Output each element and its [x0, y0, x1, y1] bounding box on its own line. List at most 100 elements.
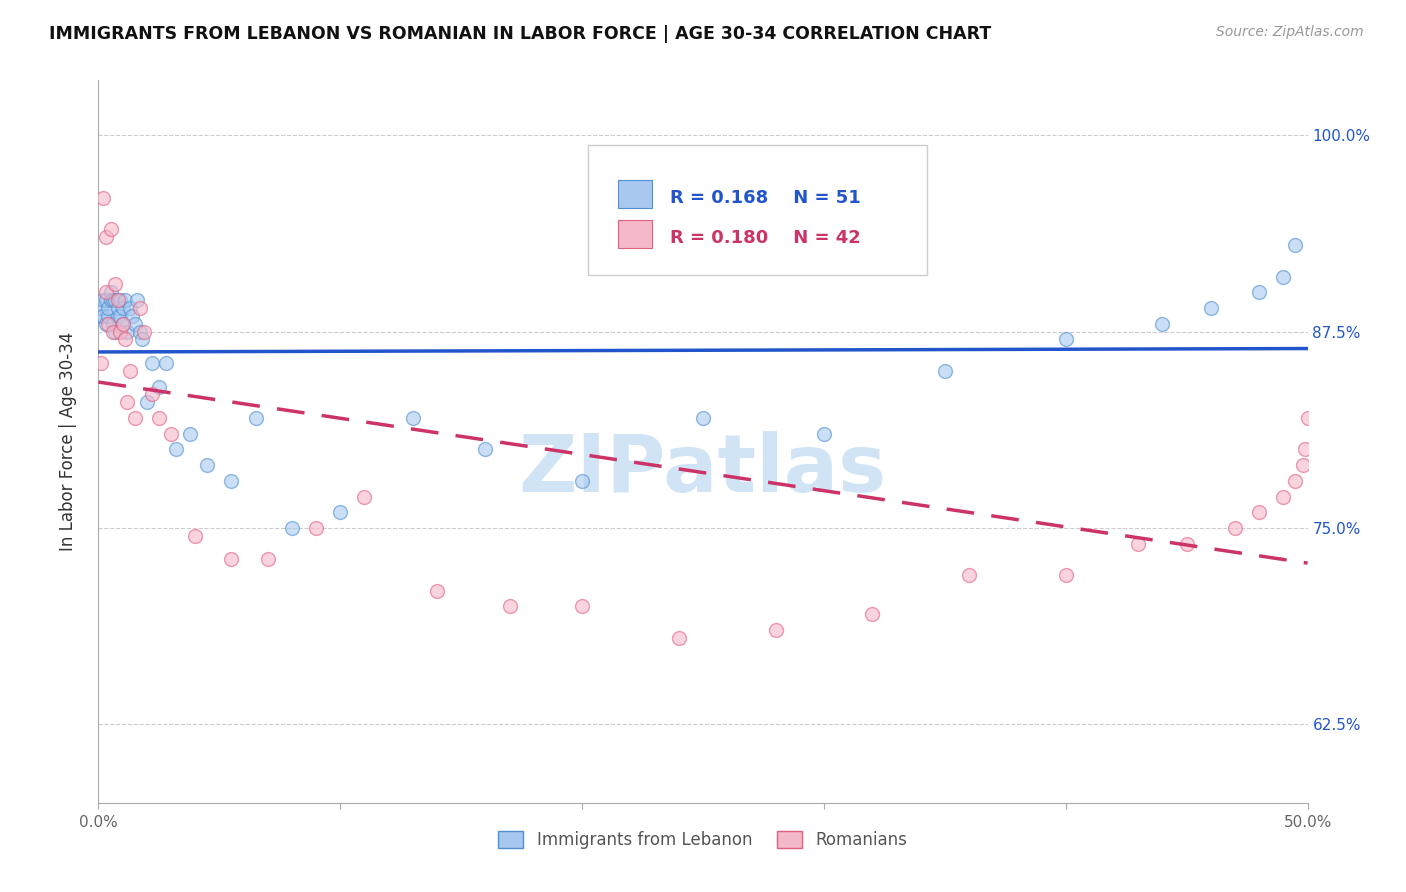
- Point: [256, 552, 278, 566]
- Point: [90, 356, 112, 370]
- Point: [135, 395, 157, 409]
- Point: [107, 309, 129, 323]
- Point: [1249, 285, 1271, 300]
- Text: R = 0.168    N = 51: R = 0.168 N = 51: [671, 189, 860, 207]
- Point: [195, 458, 218, 472]
- Point: [245, 411, 267, 425]
- Point: [1054, 568, 1077, 582]
- Point: [1296, 411, 1319, 425]
- Point: [100, 222, 122, 236]
- Point: [221, 552, 243, 566]
- Point: [148, 411, 170, 425]
- Point: [94, 230, 117, 244]
- Point: [1152, 317, 1174, 331]
- Point: [934, 364, 956, 378]
- Point: [121, 309, 143, 323]
- Point: [1054, 333, 1077, 347]
- Point: [131, 333, 153, 347]
- Point: [97, 301, 120, 315]
- Point: [141, 356, 163, 370]
- Point: [94, 285, 117, 300]
- Text: R = 0.180    N = 42: R = 0.180 N = 42: [671, 228, 860, 247]
- Point: [91, 309, 114, 323]
- Bar: [619, 180, 652, 208]
- Point: [1199, 301, 1222, 315]
- Point: [305, 521, 328, 535]
- Point: [94, 317, 117, 331]
- Text: IMMIGRANTS FROM LEBANON VS ROMANIAN IN LABOR FORCE | AGE 30-34 CORRELATION CHART: IMMIGRANTS FROM LEBANON VS ROMANIAN IN L…: [49, 25, 991, 43]
- Point: [101, 325, 124, 339]
- Y-axis label: In Labor Force | Age 30-34: In Labor Force | Age 30-34: [59, 332, 77, 551]
- Point: [474, 442, 496, 457]
- Point: [108, 309, 131, 323]
- Point: [426, 583, 449, 598]
- Point: [114, 293, 136, 308]
- Point: [128, 325, 150, 339]
- Point: [111, 317, 134, 331]
- Point: [97, 317, 120, 331]
- Point: [1284, 474, 1306, 488]
- Point: [101, 317, 124, 331]
- Point: [90, 309, 112, 323]
- Text: ZIPatlas: ZIPatlas: [519, 432, 887, 509]
- Point: [160, 426, 183, 441]
- Point: [184, 529, 207, 543]
- Point: [1249, 505, 1271, 519]
- Point: [117, 325, 139, 339]
- Point: [1175, 536, 1198, 550]
- Point: [1223, 521, 1246, 535]
- Point: [329, 505, 352, 519]
- Legend: Immigrants from Lebanon, Romanians: Immigrants from Lebanon, Romanians: [492, 824, 914, 856]
- Point: [134, 325, 156, 339]
- Point: [1128, 536, 1150, 550]
- Point: [668, 631, 690, 645]
- Point: [141, 387, 163, 401]
- Point: [97, 309, 120, 323]
- Point: [860, 607, 883, 622]
- FancyBboxPatch shape: [588, 145, 927, 276]
- Point: [571, 599, 593, 614]
- Point: [101, 293, 124, 308]
- Point: [107, 293, 129, 308]
- Text: Source: ZipAtlas.com: Source: ZipAtlas.com: [1216, 25, 1364, 39]
- Point: [1272, 490, 1295, 504]
- Point: [571, 474, 593, 488]
- Point: [118, 301, 141, 315]
- Point: [165, 442, 187, 457]
- Point: [124, 411, 146, 425]
- Point: [402, 411, 425, 425]
- Point: [127, 293, 149, 308]
- Point: [107, 301, 129, 315]
- Point: [111, 317, 134, 331]
- Point: [1272, 269, 1295, 284]
- Point: [1292, 458, 1315, 472]
- Point: [114, 333, 136, 347]
- Point: [104, 325, 127, 339]
- Point: [124, 317, 146, 331]
- Point: [1284, 238, 1306, 252]
- Point: [104, 293, 127, 308]
- Point: [118, 364, 141, 378]
- Point: [179, 426, 201, 441]
- Point: [281, 521, 304, 535]
- Point: [111, 301, 134, 315]
- Point: [108, 293, 131, 308]
- Point: [94, 293, 117, 308]
- Point: [104, 277, 127, 292]
- Point: [692, 411, 714, 425]
- Point: [1294, 442, 1316, 457]
- Point: [108, 325, 131, 339]
- Point: [957, 568, 980, 582]
- Point: [148, 379, 170, 393]
- Point: [765, 623, 787, 637]
- Point: [498, 599, 520, 614]
- Point: [100, 285, 122, 300]
- Point: [353, 490, 375, 504]
- Point: [91, 293, 114, 308]
- Point: [128, 301, 150, 315]
- Point: [91, 191, 114, 205]
- Point: [117, 395, 139, 409]
- Point: [813, 426, 835, 441]
- Point: [221, 474, 243, 488]
- Point: [100, 293, 122, 308]
